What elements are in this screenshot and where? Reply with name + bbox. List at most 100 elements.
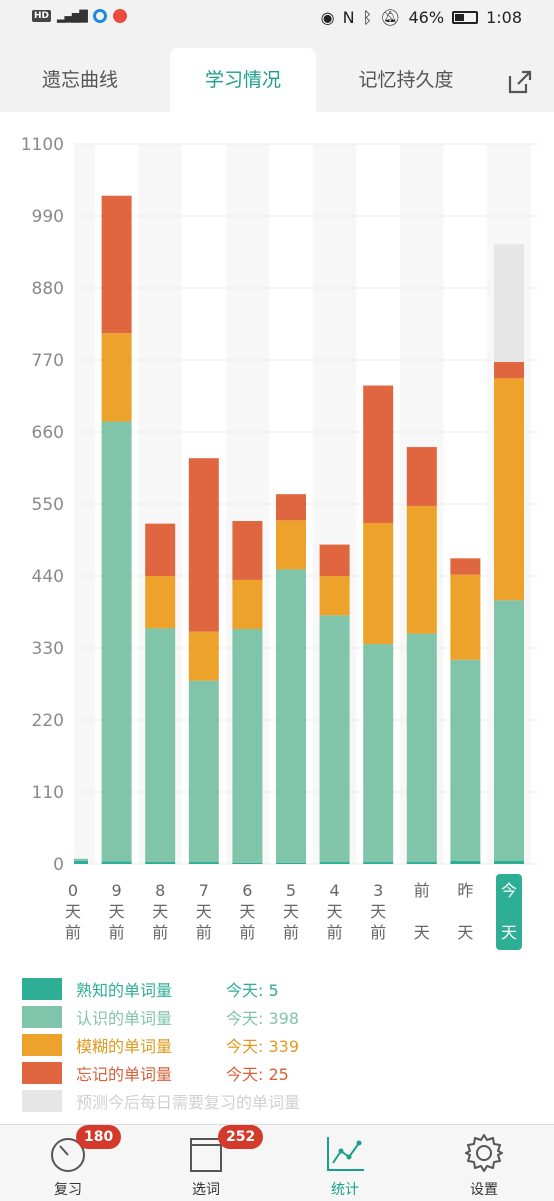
bar-segment[interactable] xyxy=(188,458,219,632)
bar-segment[interactable] xyxy=(58,860,88,864)
bar-segment[interactable] xyxy=(406,633,437,863)
bar-segment[interactable] xyxy=(101,421,132,862)
share-icon[interactable] xyxy=(506,68,534,96)
legend-item-forgotten: 忘记的单词量 今天: 25 xyxy=(22,1060,289,1086)
bar-segment[interactable] xyxy=(450,659,481,861)
x-tick-label: 8 xyxy=(155,881,165,900)
legend-today-value: 今天: 5 xyxy=(226,981,279,1000)
bar-segment[interactable] xyxy=(232,521,263,580)
nfc-icon: N xyxy=(342,8,355,27)
bar-segment[interactable] xyxy=(363,644,394,863)
tab-study-status[interactable]: 学习情况 xyxy=(170,48,316,112)
bar-segment[interactable] xyxy=(188,631,219,681)
nav-label: 统计 xyxy=(331,1182,359,1198)
legend-today-value: 今天: 25 xyxy=(226,1065,289,1084)
bar-segment[interactable] xyxy=(450,558,481,575)
bar-segment[interactable] xyxy=(363,522,394,645)
nav-label: 设置 xyxy=(470,1182,498,1198)
x-tick-label: 9 xyxy=(112,881,122,900)
y-tick-label: 440 xyxy=(32,567,64,587)
select-count-badge: 252 xyxy=(218,1125,264,1149)
y-tick-label: 110 xyxy=(32,783,64,803)
y-tick-label: 660 xyxy=(32,423,64,443)
x-tick-label: 5 xyxy=(286,881,296,900)
bar-segment[interactable] xyxy=(494,361,524,379)
bar-segment[interactable] xyxy=(276,569,306,863)
stats-chart-icon xyxy=(327,1137,364,1171)
bar-segment[interactable] xyxy=(232,862,263,864)
bar-segment[interactable] xyxy=(145,862,176,864)
bar-segment[interactable] xyxy=(494,860,524,864)
x-tick-label: 前 xyxy=(370,923,386,942)
legend-label: 忘记的单词量 xyxy=(76,1065,173,1084)
bar-segment[interactable] xyxy=(450,860,481,864)
legend-label: 熟知的单词量 xyxy=(76,981,173,1000)
tab-forgetting-curve[interactable]: 遗忘曲线 xyxy=(41,69,118,91)
x-tick-label: 天 xyxy=(65,902,81,921)
signal-icon: ▂▄▆█ xyxy=(57,9,88,23)
x-tick-label: 天 xyxy=(196,902,212,921)
bar-segment[interactable] xyxy=(494,600,524,861)
x-tick-label: 前 xyxy=(109,923,125,942)
bar-segment[interactable] xyxy=(101,333,132,422)
bar-segment[interactable] xyxy=(406,505,437,634)
bar-segment[interactable] xyxy=(319,862,350,864)
nav-select-words[interactable]: 252 选词 xyxy=(156,1125,264,1201)
bar-segment[interactable] xyxy=(101,195,132,334)
bar-segment[interactable] xyxy=(494,244,524,362)
y-tick-label: 1100 xyxy=(21,135,64,155)
x-tick-label: 今 xyxy=(501,881,517,900)
bar-segment[interactable] xyxy=(406,447,437,506)
legend-swatch xyxy=(22,1090,62,1112)
bar-segment[interactable] xyxy=(188,680,219,863)
nav-label: 复习 xyxy=(54,1182,82,1198)
legend-today-value: 今天: 398 xyxy=(226,1009,300,1028)
x-tick-label: 前 xyxy=(65,923,81,942)
bar-segment[interactable] xyxy=(145,523,176,576)
x-tick-label: 天 xyxy=(152,902,168,921)
bar-segment[interactable] xyxy=(145,576,176,629)
bar-segment[interactable] xyxy=(276,862,306,864)
tomato-app-icon xyxy=(112,9,127,23)
x-tick-label: 前 xyxy=(414,881,430,900)
x-tick-label: 天 xyxy=(414,923,430,942)
bar-segment[interactable] xyxy=(319,615,350,863)
y-tick-label: 0 xyxy=(53,855,64,875)
x-tick-label: 前 xyxy=(152,923,168,942)
bar-segment[interactable] xyxy=(406,862,437,864)
gear-icon xyxy=(465,1134,503,1172)
bar-segment[interactable] xyxy=(276,494,306,521)
x-tick-label: 6 xyxy=(242,881,252,900)
bar-segment[interactable] xyxy=(188,862,219,864)
nav-stats[interactable]: 统计 xyxy=(295,1125,395,1201)
x-tick-label: 天 xyxy=(327,902,343,921)
x-tick-label: 天 xyxy=(370,902,386,921)
y-tick-label: 990 xyxy=(32,207,64,227)
bar-segment[interactable] xyxy=(232,579,263,630)
bar-segment[interactable] xyxy=(319,544,350,576)
bar-segment[interactable] xyxy=(363,862,394,864)
nav-label: 选词 xyxy=(192,1182,220,1198)
x-tick-label: 昨 xyxy=(457,881,473,900)
study-stats-chart: 011022033044055066077088099011000天前9天前8天… xyxy=(21,135,538,950)
x-tick-label: 7 xyxy=(199,881,209,900)
nav-settings[interactable]: 设置 xyxy=(434,1125,534,1201)
bar-segment[interactable] xyxy=(450,574,481,660)
bar-segment[interactable] xyxy=(101,861,132,864)
x-tick-label: 天 xyxy=(239,902,255,921)
status-bar: HD ▂▄▆█ ◉ N ᛒ 🔕︎ 46% 1:08 xyxy=(0,0,554,38)
nav-review[interactable]: 180 复习 xyxy=(18,1125,122,1201)
x-tick-label: 天 xyxy=(501,923,517,942)
tab-memory-durability[interactable]: 记忆持久度 xyxy=(358,69,454,91)
app-notification-icon xyxy=(92,9,107,23)
bar-segment[interactable] xyxy=(363,385,394,523)
bar-segment[interactable] xyxy=(319,576,350,616)
bar-segment[interactable] xyxy=(145,628,176,863)
bar-segment[interactable] xyxy=(276,520,306,570)
legend-swatch xyxy=(22,978,62,1000)
legend-swatch xyxy=(22,1006,62,1028)
bar-segment[interactable] xyxy=(494,378,524,601)
bar-segment[interactable] xyxy=(58,858,88,861)
bar-segment[interactable] xyxy=(232,629,263,863)
y-tick-label: 220 xyxy=(32,711,64,731)
